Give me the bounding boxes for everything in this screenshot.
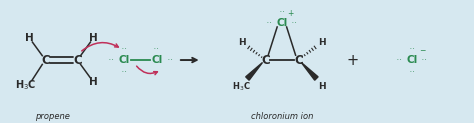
Text: C: C (41, 54, 50, 67)
Text: ··: ·· (153, 46, 160, 51)
Text: ··: ·· (266, 20, 273, 25)
Text: Cl: Cl (276, 18, 288, 28)
Text: Cl: Cl (119, 55, 130, 65)
Text: C: C (261, 54, 270, 67)
Text: H: H (238, 38, 246, 47)
Text: ··: ·· (291, 20, 298, 25)
Text: ··: ·· (121, 46, 128, 51)
Text: C: C (294, 54, 303, 67)
Text: ··: ·· (166, 58, 173, 62)
Polygon shape (246, 62, 263, 80)
Text: C: C (73, 54, 82, 67)
Text: propene: propene (35, 112, 70, 121)
Text: H: H (25, 33, 34, 43)
Text: ··: ·· (153, 69, 160, 74)
Text: +: + (288, 9, 294, 18)
Text: ··: ·· (408, 46, 416, 51)
Text: ··: ·· (278, 9, 286, 14)
Text: ··: ·· (108, 58, 115, 62)
Text: H: H (318, 82, 326, 91)
Text: −: − (419, 46, 426, 55)
Text: H$_3$C: H$_3$C (15, 78, 36, 92)
Text: Cl: Cl (151, 55, 162, 65)
Text: chloronium ion: chloronium ion (251, 112, 313, 121)
Text: H$_3$C: H$_3$C (232, 81, 251, 93)
Text: H: H (90, 77, 98, 87)
Text: Cl: Cl (406, 55, 418, 65)
Text: ··: ·· (408, 69, 416, 74)
Text: +: + (346, 53, 359, 68)
Text: ··: ·· (421, 58, 428, 62)
Text: H: H (318, 38, 326, 47)
Text: H: H (90, 33, 98, 43)
Text: ··: ·· (395, 58, 403, 62)
Text: ··: ·· (121, 69, 128, 74)
Polygon shape (301, 62, 318, 80)
